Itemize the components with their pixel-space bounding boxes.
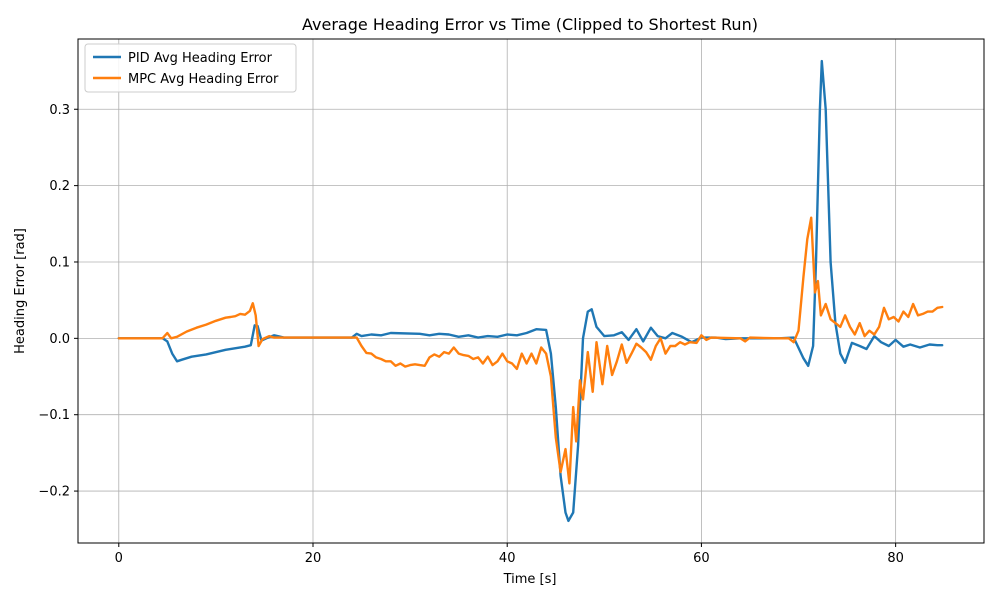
axes-ticks: 0 20 40 60 80 −0.2 −0.1 0.0 0.1 0.2 0.3 xyxy=(38,103,903,566)
legend-label-pid: PID Avg Heading Error xyxy=(128,51,273,66)
legend: PID Avg Heading Error MPC Avg Heading Er… xyxy=(84,43,297,93)
y-tick-label: 0.1 xyxy=(49,255,70,270)
y-tick-label: 0.3 xyxy=(49,103,70,118)
x-tick-label: 40 xyxy=(499,551,516,566)
y-axis-label: Heading Error [rad] xyxy=(13,228,28,354)
mpc-series-line xyxy=(117,216,944,485)
grid xyxy=(78,39,984,543)
plot-frame xyxy=(77,38,985,544)
legend-label-mpc: MPC Avg Heading Error xyxy=(128,72,279,87)
x-tick-label: 80 xyxy=(887,551,904,566)
x-tick-label: 20 xyxy=(305,551,322,566)
y-tick-label: 0.0 xyxy=(49,332,70,347)
y-tick-label: −0.2 xyxy=(38,485,70,500)
y-tick-label: 0.2 xyxy=(49,179,70,194)
series-layer xyxy=(117,59,944,523)
x-tick-label: 60 xyxy=(693,551,710,566)
chart-title: Average Heading Error vs Time (Clipped t… xyxy=(302,15,758,34)
y-tick-label: −0.1 xyxy=(38,408,70,423)
legend-box xyxy=(84,43,297,93)
x-axis-label: Time [s] xyxy=(503,572,557,587)
x-tick-label: 0 xyxy=(115,551,123,566)
